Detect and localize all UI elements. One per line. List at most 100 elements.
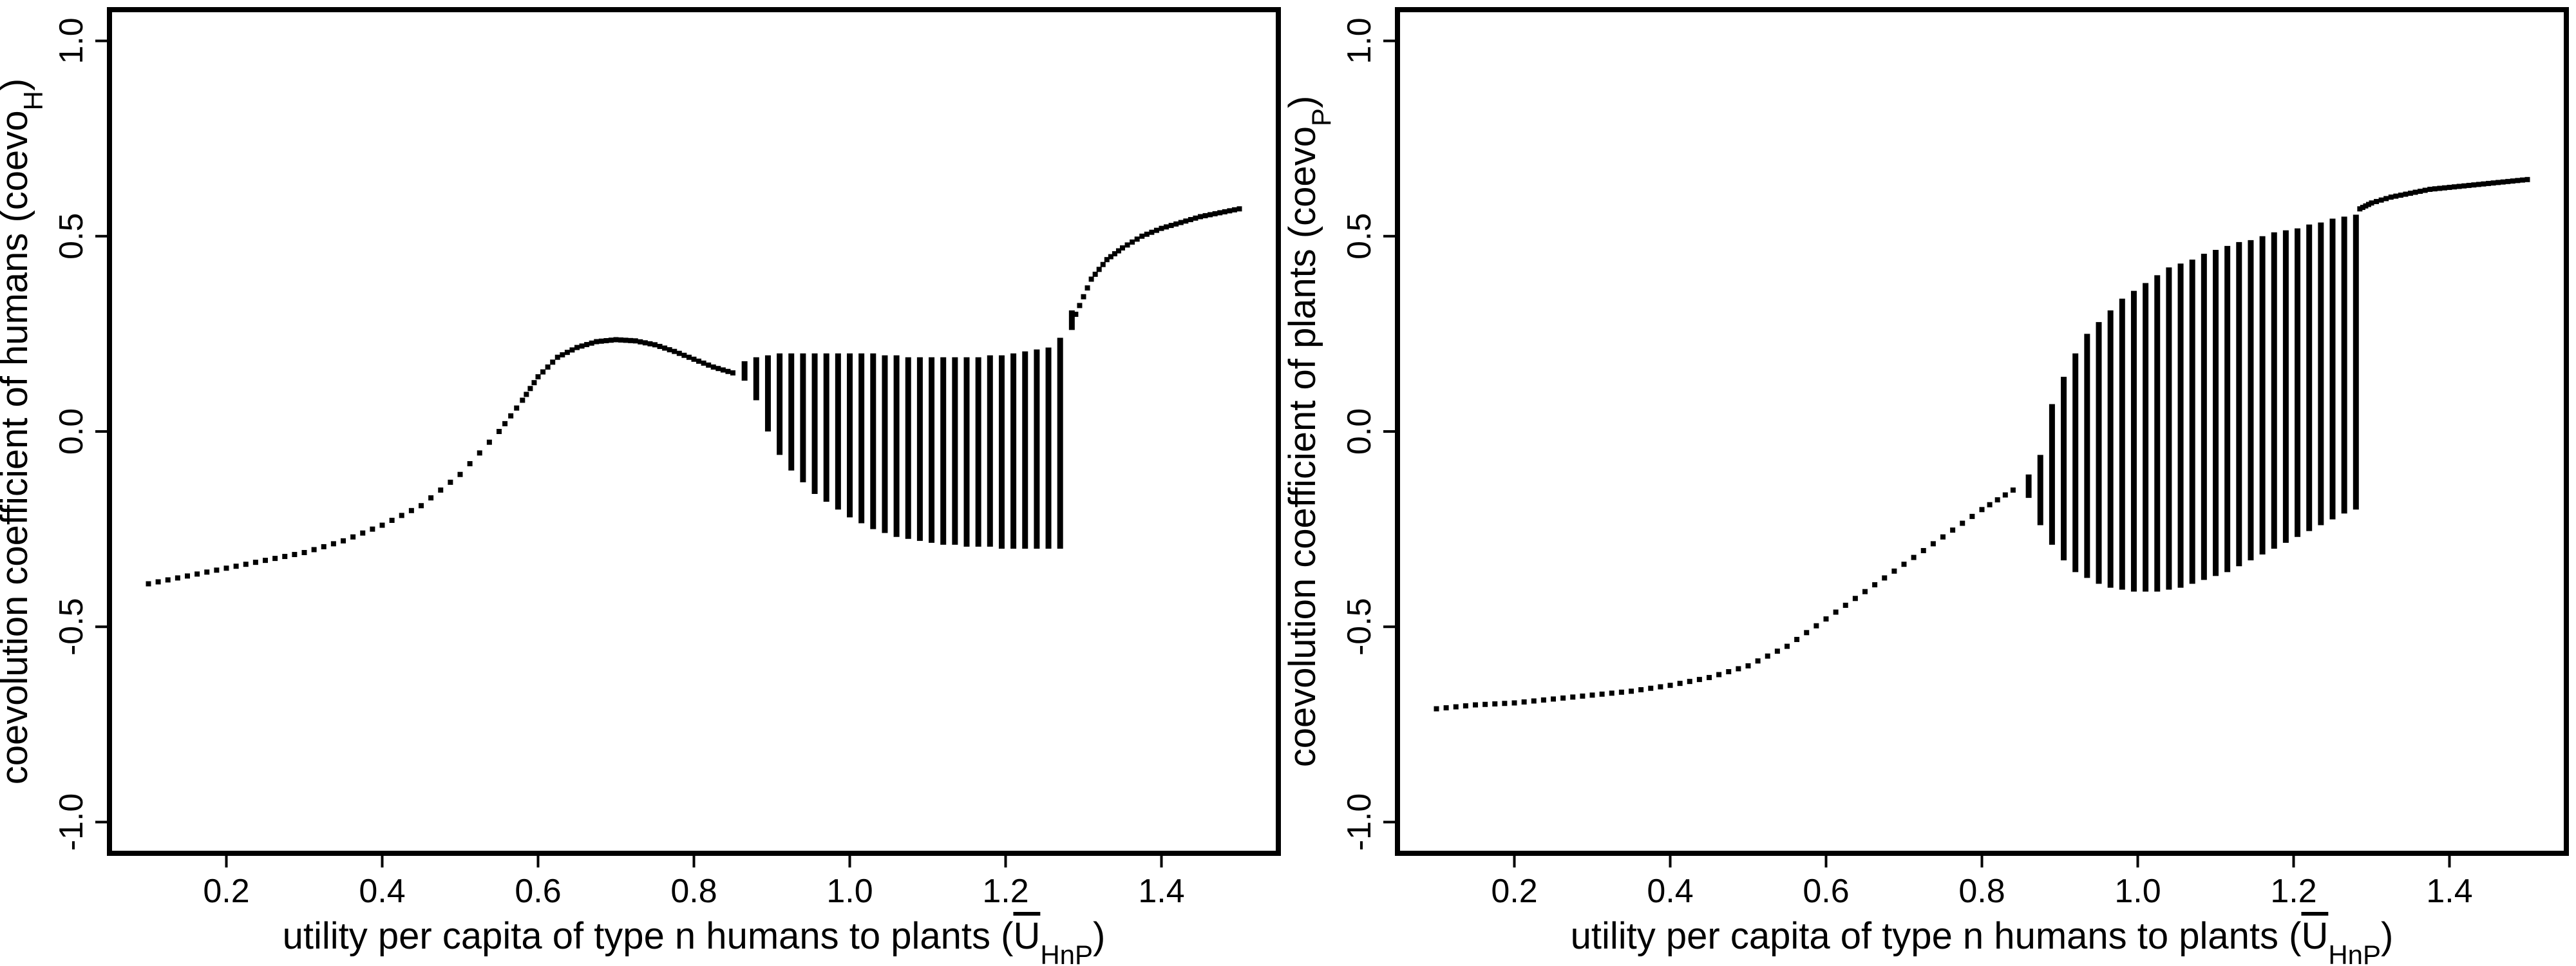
- equilibrium-point: [204, 569, 210, 575]
- equilibrium-point: [1077, 303, 1083, 308]
- equilibrium-point: [632, 338, 638, 344]
- equilibrium-point: [2374, 198, 2380, 204]
- equilibrium-point: [165, 577, 171, 583]
- equilibrium-point: [1852, 596, 1858, 601]
- equilibrium-point: [341, 538, 346, 544]
- equilibrium-point: [155, 579, 161, 585]
- equilibrium-point: [1502, 701, 1508, 706]
- y-axis-label: coevolution coefficient of plants (coevo…: [1282, 96, 1336, 768]
- equilibrium-point: [1540, 697, 1546, 703]
- equilibrium-point: [1629, 688, 1634, 694]
- x-tick-label: 1.4: [2426, 873, 2472, 910]
- equilibrium-point: [1124, 242, 1130, 248]
- equilibrium-point: [2365, 202, 2371, 207]
- equilibrium-point: [282, 554, 288, 560]
- equilibrium-point: [252, 560, 258, 565]
- equilibrium-point: [1804, 630, 1810, 636]
- equilibrium-point: [1609, 690, 1615, 696]
- plot-frame: [1395, 7, 2569, 856]
- equilibrium-point: [1168, 223, 1174, 229]
- equilibrium-point: [1716, 672, 1722, 677]
- equilibrium-point: [1084, 285, 1090, 291]
- equilibrium-point: [2466, 182, 2472, 188]
- equilibrium-point: [360, 530, 366, 536]
- equilibrium-point: [508, 413, 514, 419]
- equilibrium-point: [2524, 176, 2530, 182]
- equilibrium-point: [1088, 276, 1094, 282]
- equilibrium-point: [194, 571, 200, 577]
- equilibrium-point: [321, 544, 327, 549]
- equilibrium-point: [2418, 189, 2423, 194]
- equilibrium-point: [1658, 684, 1663, 690]
- equilibrium-point: [1833, 609, 1839, 615]
- equilibrium-point: [1969, 513, 1975, 519]
- y-axis-label: coevolution coefficient of humans (coevo…: [0, 79, 48, 784]
- x-axis-label: utility per capita of type n humans to p…: [283, 915, 1106, 966]
- equilibrium-point: [1231, 207, 1237, 213]
- equilibrium-point: [2432, 186, 2438, 192]
- equilibrium-point: [1950, 527, 1956, 533]
- oscillation-bars: [2025, 214, 2359, 592]
- equilibrium-point: [2369, 200, 2374, 206]
- equilibrium-point: [2471, 182, 2477, 188]
- equilibrium-point: [1872, 582, 1878, 588]
- equilibrium-point: [379, 522, 385, 528]
- x-tick-label: 1.2: [2270, 873, 2316, 910]
- equilibrium-point: [1188, 216, 1193, 222]
- equilibrium-point: [1073, 312, 1079, 317]
- x-tick-label: 1.2: [982, 873, 1028, 910]
- equilibrium-point: [1891, 568, 1897, 574]
- x-tick-label: 0.6: [1803, 873, 1849, 910]
- equilibrium-point: [1236, 206, 1242, 212]
- equilibrium-point: [647, 341, 653, 346]
- equilibrium-point: [1202, 213, 1208, 218]
- y-axis-label-text: coevolution coefficient of humans (coevo: [0, 110, 35, 784]
- equilibrium-point: [524, 392, 529, 397]
- equilibrium-points: [1434, 176, 2530, 712]
- equilibrium-point: [1173, 221, 1179, 227]
- equilibrium-point: [1100, 261, 1106, 267]
- equilibrium-point: [1618, 689, 1624, 695]
- equilibrium-point: [550, 359, 556, 365]
- equilibrium-point: [2519, 177, 2525, 183]
- equilibrium-point: [1960, 520, 1965, 526]
- equilibrium-point: [1434, 706, 1439, 712]
- equilibrium-point: [1443, 705, 1449, 711]
- x-axis-label-close: ): [1093, 915, 1105, 957]
- equilibrium-point: [399, 513, 404, 518]
- equilibrium-point: [554, 354, 560, 360]
- equilibrium-point: [584, 342, 590, 348]
- equilibrium-point: [1560, 695, 1566, 701]
- equilibrium-point: [1745, 663, 1751, 668]
- equilibrium-point: [1208, 212, 1213, 218]
- equilibrium-point: [1193, 215, 1198, 221]
- equilibrium-point: [2456, 184, 2462, 189]
- equilibrium-point: [608, 337, 614, 343]
- equilibrium-point: [1901, 562, 1907, 567]
- equilibrium-point: [1164, 224, 1170, 230]
- equilibrium-point: [1212, 211, 1218, 216]
- equilibrium-point: [1648, 685, 1654, 691]
- x-axis-label-close: ): [2381, 915, 2393, 957]
- equilibrium-point: [1134, 236, 1140, 242]
- equilibrium-point: [1115, 248, 1121, 254]
- equilibrium-point: [1092, 271, 1098, 277]
- chart-panel-2: 0.2 0.4 0.6 0.8 1.0 1.2 1.4 -1.0 -0.5 0.0 0.5 1.0 ut…: [1282, 7, 2569, 966]
- equilibrium-point: [223, 565, 229, 571]
- equilibrium-point: [311, 547, 317, 553]
- equilibrium-point: [1570, 694, 1576, 700]
- y-tick-label: -1.0: [1341, 793, 1378, 851]
- equilibrium-point: [2360, 205, 2365, 211]
- equilibrium-point: [715, 366, 721, 372]
- equilibrium-point: [1096, 267, 1102, 272]
- equilibrium-point: [667, 347, 672, 353]
- equilibrium-point: [146, 581, 151, 587]
- equilibrium-point: [448, 479, 453, 485]
- x-axis-label-text: utility per capita of type n humans to p…: [283, 915, 1014, 957]
- x-tick-label: 0.6: [515, 873, 561, 910]
- equilibrium-point: [2357, 206, 2363, 212]
- equilibrium-point: [1453, 704, 1459, 710]
- equilibrium-point: [603, 337, 609, 343]
- equilibrium-point: [1104, 257, 1110, 263]
- equilibrium-point: [701, 360, 706, 366]
